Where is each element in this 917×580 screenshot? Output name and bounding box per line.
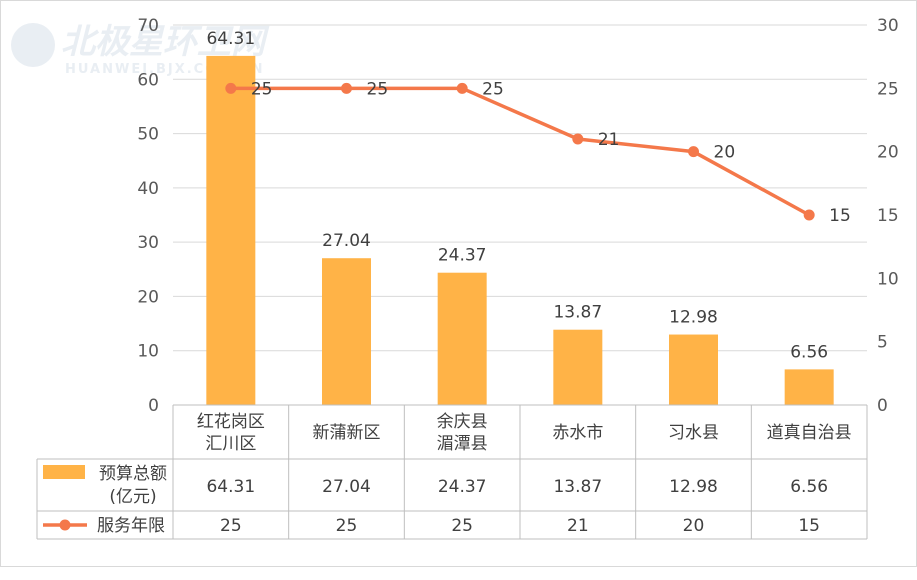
y-right-tick-label: 10	[877, 269, 899, 289]
y-left-tick-label: 10	[137, 342, 159, 362]
table-cell-years: 25	[451, 516, 473, 536]
bar	[784, 369, 834, 405]
category-label: 汇川区	[205, 434, 256, 454]
line-point	[688, 146, 699, 158]
legend-bar-name: (亿元)	[109, 487, 156, 507]
bar-data-label: 6.56	[790, 342, 828, 362]
bar	[322, 258, 371, 405]
y-left-tick-label: 70	[137, 16, 159, 36]
watermark-text: 北极星环卫网	[61, 22, 270, 62]
table-cell-years: 25	[220, 516, 242, 536]
line-point	[456, 82, 468, 94]
legend-line-name: 服务年限	[97, 516, 165, 536]
category-label: 红花岗区	[197, 412, 265, 432]
line-point	[803, 209, 815, 221]
line-data-label: 25	[251, 79, 273, 99]
table-cell-budget: 64.31	[206, 477, 255, 497]
table-cell-budget: 6.56	[790, 477, 828, 497]
bar-data-label: 12.98	[669, 308, 718, 328]
chart-frame: 北极星环卫网 HUANWEI.BJX.COM.CN 0 10 20 30 40 50 60 70 0…	[0, 0, 917, 567]
bar	[669, 334, 718, 405]
y-right-tick-label: 30	[877, 16, 899, 36]
line-series	[230, 86, 811, 217]
line-point	[572, 133, 584, 145]
table-cell-budget: 27.04	[322, 477, 371, 497]
line-data-label: 20	[714, 143, 736, 163]
y-left-tick-label: 20	[137, 287, 159, 307]
legend-bar-swatch	[43, 465, 85, 479]
y-left-tick-label: 60	[137, 70, 159, 90]
bar	[206, 55, 256, 405]
category-label: 新蒲新区	[313, 423, 381, 443]
line-data-label: 21	[598, 130, 620, 150]
table-cell-years: 25	[336, 516, 358, 536]
bar	[553, 329, 603, 405]
y-right-tick-label: 25	[877, 79, 899, 99]
bar-data-label: 64.31	[206, 29, 255, 49]
y-right-tick-label: 15	[877, 206, 899, 226]
y-right-tick-label: 5	[877, 333, 888, 353]
line-data-label: 25	[482, 79, 504, 99]
category-label: 道真自治县	[767, 423, 852, 443]
bar	[437, 272, 487, 405]
line-point	[341, 82, 352, 94]
category-label: 余庆县	[437, 412, 488, 432]
y-left-tick-label: 40	[137, 179, 159, 199]
line-data-label: 25	[367, 79, 389, 99]
table-cell-budget: 13.87	[553, 477, 602, 497]
watermark-logo-icon	[11, 23, 55, 67]
bar-data-label: 27.04	[322, 231, 371, 251]
bar-data-label: 24.37	[438, 246, 487, 266]
legend-line-marker	[59, 519, 71, 531]
y-left-tick-label: 0	[148, 396, 159, 416]
category-label: 习水县	[668, 423, 719, 443]
line-point	[225, 82, 237, 94]
legend-bar-name: 预算总额	[99, 464, 167, 484]
table-cell-years: 20	[683, 516, 705, 536]
table-cell-years: 21	[567, 516, 589, 536]
y-left-tick-label: 30	[137, 233, 159, 253]
line-data-label: 15	[829, 206, 851, 226]
table-cell-years: 15	[798, 516, 820, 536]
category-label: 湄潭县	[437, 434, 488, 454]
bar-data-label: 13.87	[553, 303, 602, 323]
category-label: 赤水市	[552, 423, 603, 443]
table-cell-budget: 12.98	[669, 477, 718, 497]
y-right-tick-label: 0	[877, 396, 888, 416]
y-right-tick-label: 20	[877, 143, 899, 163]
y-left-tick-label: 50	[137, 125, 159, 145]
table-cell-budget: 24.37	[438, 477, 487, 497]
